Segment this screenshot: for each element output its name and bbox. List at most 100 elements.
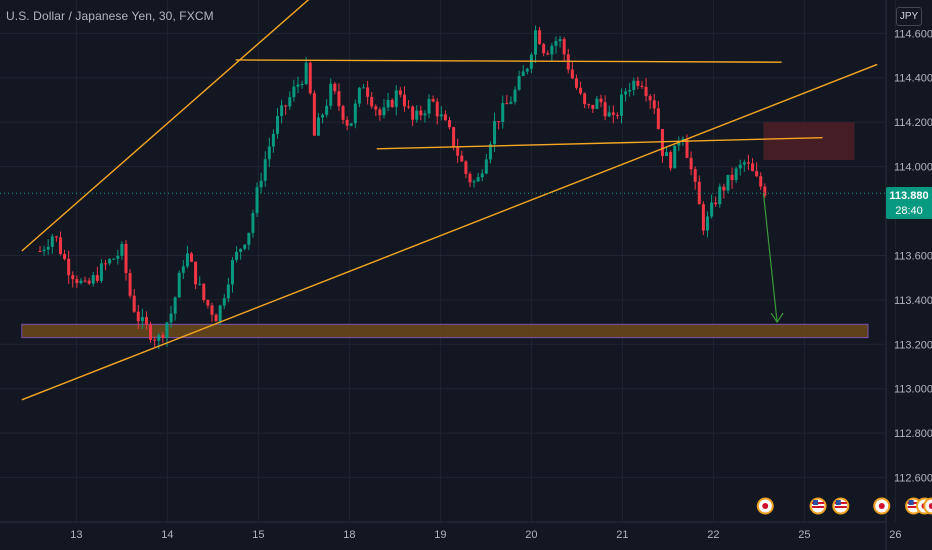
candle-body <box>660 129 664 157</box>
flag-stripe <box>812 506 825 508</box>
candle-body <box>104 263 108 265</box>
candle-body <box>636 80 640 86</box>
candle-body <box>742 162 746 165</box>
candle-body <box>615 114 619 116</box>
candle-body <box>120 243 124 256</box>
candle-body <box>480 173 484 178</box>
candle-body <box>255 187 259 214</box>
candle-body <box>181 266 185 273</box>
currency-badge[interactable]: JPY <box>896 7 922 26</box>
trendlines-layer <box>21 0 878 401</box>
candle-body <box>591 104 595 109</box>
candle-body <box>730 174 734 181</box>
candle-body <box>542 44 546 54</box>
candle-body <box>230 260 234 285</box>
candle-body <box>276 116 280 134</box>
candle-body <box>448 120 451 128</box>
jp-flag-event-icon[interactable] <box>923 497 932 515</box>
candle-body <box>652 100 656 109</box>
candle-body <box>554 41 558 46</box>
candle-body <box>632 80 636 90</box>
candle-body <box>329 83 333 106</box>
candle-body <box>521 71 525 77</box>
time-tick-label: 14 <box>161 529 173 541</box>
candle-body <box>689 157 693 170</box>
candle-body <box>493 121 497 145</box>
price-tick-label: 113.000 <box>894 384 932 396</box>
candle-body <box>333 83 337 92</box>
candle-body <box>411 106 415 120</box>
us-flag-event-icon[interactable] <box>832 497 850 515</box>
time-tick-label: 22 <box>707 529 719 541</box>
candle-body <box>386 99 390 108</box>
candle-body <box>677 141 681 146</box>
flag-canton <box>908 500 914 505</box>
time-tick-label: 20 <box>525 529 537 541</box>
candle-body <box>67 258 71 276</box>
candle-body <box>538 30 542 45</box>
candle-body <box>239 248 243 252</box>
candle-body <box>476 177 480 182</box>
candle-body <box>468 173 472 183</box>
candle-body <box>738 164 742 169</box>
candle-body <box>132 295 136 312</box>
candle-body <box>75 279 79 284</box>
candle-body <box>292 86 296 98</box>
range-bottom <box>376 137 823 150</box>
candle-body <box>99 263 103 281</box>
candle-body <box>464 161 468 174</box>
jp-flag-event-icon[interactable] <box>756 497 774 515</box>
candle-body <box>202 283 206 300</box>
candle-body <box>705 216 709 231</box>
time-tick-label: 26 <box>889 529 901 541</box>
price-axis[interactable]: 114.600 114.400 114.200 114.000 113.600 113.4… <box>894 28 932 484</box>
candle-body <box>95 275 99 281</box>
candle-body <box>562 39 566 55</box>
candle-body <box>722 186 726 191</box>
price-tick-label: 112.800 <box>894 428 932 440</box>
time-tick-label: 19 <box>434 529 446 541</box>
flag-stripe <box>907 506 920 508</box>
candle-body <box>513 89 517 102</box>
candle-body <box>50 236 54 247</box>
candle-body <box>669 152 673 169</box>
candle-body <box>185 253 189 267</box>
candle-body <box>435 101 439 117</box>
price-tick-label: 113.400 <box>894 295 932 307</box>
candle-body <box>198 283 202 285</box>
last-price-value: 113.880 <box>889 190 929 202</box>
candle-body <box>505 103 509 105</box>
candle-body <box>173 297 177 314</box>
channel-lower <box>21 63 878 401</box>
candle-body <box>456 147 460 156</box>
candle-body <box>378 109 382 116</box>
us-flag-event-icon[interactable] <box>809 497 827 515</box>
candle-body <box>259 180 263 188</box>
candle-body <box>38 251 42 253</box>
candle-body <box>222 298 226 306</box>
candle-body <box>308 62 312 94</box>
candle-body <box>509 101 513 104</box>
candle-body <box>497 121 501 123</box>
last-price-tag: 113.880 28:40 <box>886 187 932 219</box>
candle-body <box>116 255 120 259</box>
time-tick-label: 18 <box>343 529 355 541</box>
candle-body <box>546 53 550 55</box>
candle-body <box>472 181 476 183</box>
candle-body <box>628 89 632 92</box>
candle-body <box>341 106 345 120</box>
candle-body <box>517 76 521 90</box>
candle-body <box>611 112 615 115</box>
flag-sun <box>928 503 932 509</box>
candle-body <box>714 202 718 205</box>
candle-body <box>370 96 374 107</box>
time-axis[interactable]: 13 14 15 18 19 20 21 22 25 26 <box>70 529 901 541</box>
jp-flag-event-icon[interactable] <box>873 497 891 515</box>
candle-body <box>755 171 759 177</box>
range-top <box>235 59 782 63</box>
candle-body <box>595 98 599 109</box>
candle-body <box>751 163 755 172</box>
candle-body <box>362 87 366 89</box>
candle-body <box>42 249 46 252</box>
